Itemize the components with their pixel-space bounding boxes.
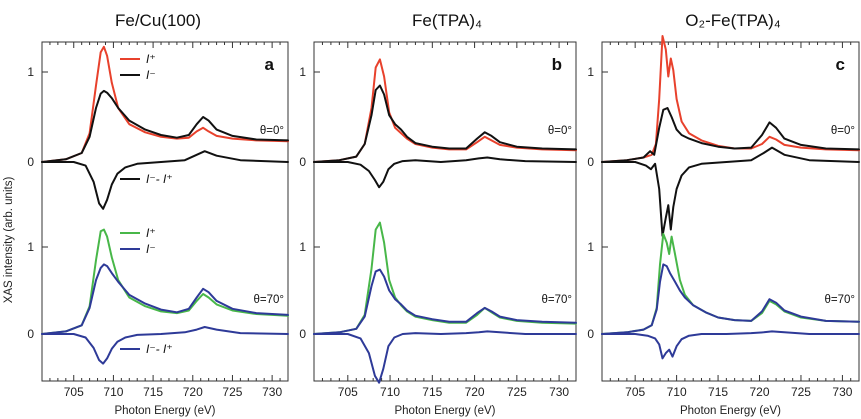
angle-label: θ=0°	[831, 125, 855, 137]
x-tick-label: 710	[380, 385, 400, 399]
panel-title: O₂-Fe(TPA)₄	[685, 11, 780, 30]
y-tick-label: 1	[27, 65, 34, 79]
y-tick-label: 0	[587, 155, 594, 169]
panel-title: Fe/Cu(100)	[115, 11, 201, 30]
series-line-i-minus	[313, 268, 577, 335]
legend-label: I⁻	[146, 68, 156, 82]
y-tick-label: 0	[587, 327, 594, 341]
panel-letter: b	[552, 55, 562, 74]
plot-frame	[601, 41, 860, 382]
x-tick-label: 720	[465, 385, 485, 399]
series-line-i-minus	[41, 263, 289, 335]
legend-label: I⁻- I⁺	[146, 342, 173, 356]
x-tick-label: 710	[667, 385, 687, 399]
x-axis-label: Photon Energy (eV)	[394, 405, 495, 417]
x-tick-label: 720	[183, 385, 203, 399]
y-tick-label: 1	[299, 240, 306, 254]
x-tick-label: 730	[262, 385, 282, 399]
plot-frame	[313, 41, 577, 382]
x-axis-label: Photon Energy (eV)	[680, 405, 781, 417]
x-axis-label: Photon Energy (eV)	[114, 405, 215, 417]
y-tick-label: 1	[299, 65, 306, 79]
series-line-i-diff	[41, 326, 289, 365]
y-tick-label: 1	[587, 65, 594, 79]
panel-c: O₂-Fe(TPA)₄ c 705 710 715 720 725 730 Photon Ene…	[587, 11, 860, 417]
series-line-i-diff	[41, 150, 289, 210]
x-tick-label: 705	[64, 385, 84, 399]
x-tick-label: 725	[222, 385, 242, 399]
series-line-i-minus	[601, 263, 860, 335]
legend-label: I⁺	[146, 52, 156, 66]
x-tick-label: 705	[338, 385, 358, 399]
series-line-i-plus	[41, 45, 289, 163]
series-line-i-plus	[41, 228, 289, 335]
x-tick-label: 730	[549, 385, 569, 399]
x-tick-label: 705	[625, 385, 645, 399]
series-line-i-minus	[313, 84, 577, 163]
x-tick-label: 730	[832, 385, 852, 399]
x-tick-label: 715	[708, 385, 728, 399]
legend-label: I⁺	[146, 226, 156, 240]
series-line-i-diff	[601, 146, 860, 237]
series-line-i-minus	[41, 89, 289, 163]
panel-a: Fe/Cu(100) a 705 710 715 720 725 730 Photon Ener…	[27, 11, 289, 417]
angle-label: θ=0°	[260, 125, 284, 137]
y-tick-label: 1	[27, 240, 34, 254]
angle-label: θ=0°	[548, 125, 572, 137]
panel-b: Fe(TPA)₄ b 705 710 715 720 725 730 Photon Energy…	[299, 11, 577, 417]
series-line-i-diff	[601, 330, 860, 360]
series-line-i-diff	[313, 156, 577, 189]
y-tick-label: 0	[299, 155, 306, 169]
angle-label: θ=70°	[253, 294, 284, 306]
x-tick-label: 715	[143, 385, 163, 399]
legend-label: I⁻	[146, 242, 156, 256]
x-tick-label: 720	[750, 385, 770, 399]
x-tick-label: 725	[791, 385, 811, 399]
series-line-i-plus	[313, 58, 577, 163]
series-line-i-minus	[601, 107, 860, 163]
panel-title: Fe(TPA)₄	[412, 11, 482, 30]
y-tick-label: 0	[299, 327, 306, 341]
angle-label: θ=70°	[541, 294, 572, 306]
angle-label: θ=70°	[824, 294, 855, 306]
panel-letter: a	[265, 55, 275, 74]
series-line-i-plus	[601, 35, 860, 163]
legend-label: I⁻- I⁺	[146, 172, 173, 186]
x-tick-label: 710	[103, 385, 123, 399]
x-tick-label: 715	[422, 385, 442, 399]
plot-frame	[41, 41, 289, 382]
y-tick-label: 0	[27, 327, 34, 341]
series-line-i-plus	[313, 221, 577, 335]
y-tick-label: 0	[27, 155, 34, 169]
figure-y-axis-label: XAS intensity (arb. units)	[3, 177, 15, 304]
panel-letter: c	[836, 55, 845, 74]
series-line-i-diff	[313, 330, 577, 384]
x-tick-label: 725	[507, 385, 527, 399]
y-tick-label: 1	[587, 240, 594, 254]
